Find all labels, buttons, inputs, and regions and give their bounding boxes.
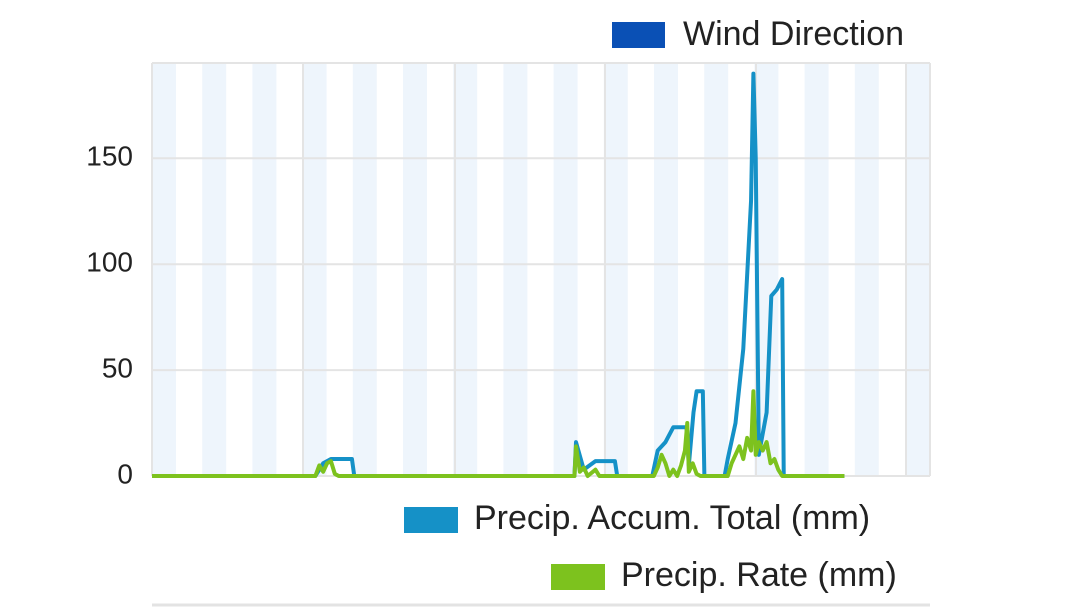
stripe [202, 63, 227, 476]
legend-swatch [612, 22, 665, 48]
y-tick-label: 150 [86, 141, 133, 172]
stripe [905, 63, 929, 476]
legend-label: Precip. Accum. Total (mm) [474, 499, 870, 537]
stripe [704, 63, 729, 476]
plot-background [151, 62, 931, 476]
stripe [854, 63, 879, 476]
legend-label: Wind Direction [683, 15, 904, 53]
stripe [453, 63, 478, 476]
series-line [152, 389, 845, 478]
stripe [252, 63, 277, 476]
stripe [503, 63, 528, 476]
y-tick-label: 100 [86, 247, 133, 278]
legend-swatch [404, 507, 458, 533]
stripe [403, 63, 427, 476]
stripe [553, 63, 578, 476]
legend-swatch [551, 564, 605, 590]
stripe [603, 63, 628, 476]
stripe [654, 63, 678, 476]
stripe [804, 63, 829, 476]
stripe [352, 63, 377, 476]
stripe [152, 63, 176, 476]
stripe [302, 63, 327, 476]
y-tick-label: 0 [117, 458, 133, 489]
y-tick-label: 50 [102, 352, 133, 383]
legend-label: Precip. Rate (mm) [621, 556, 897, 594]
